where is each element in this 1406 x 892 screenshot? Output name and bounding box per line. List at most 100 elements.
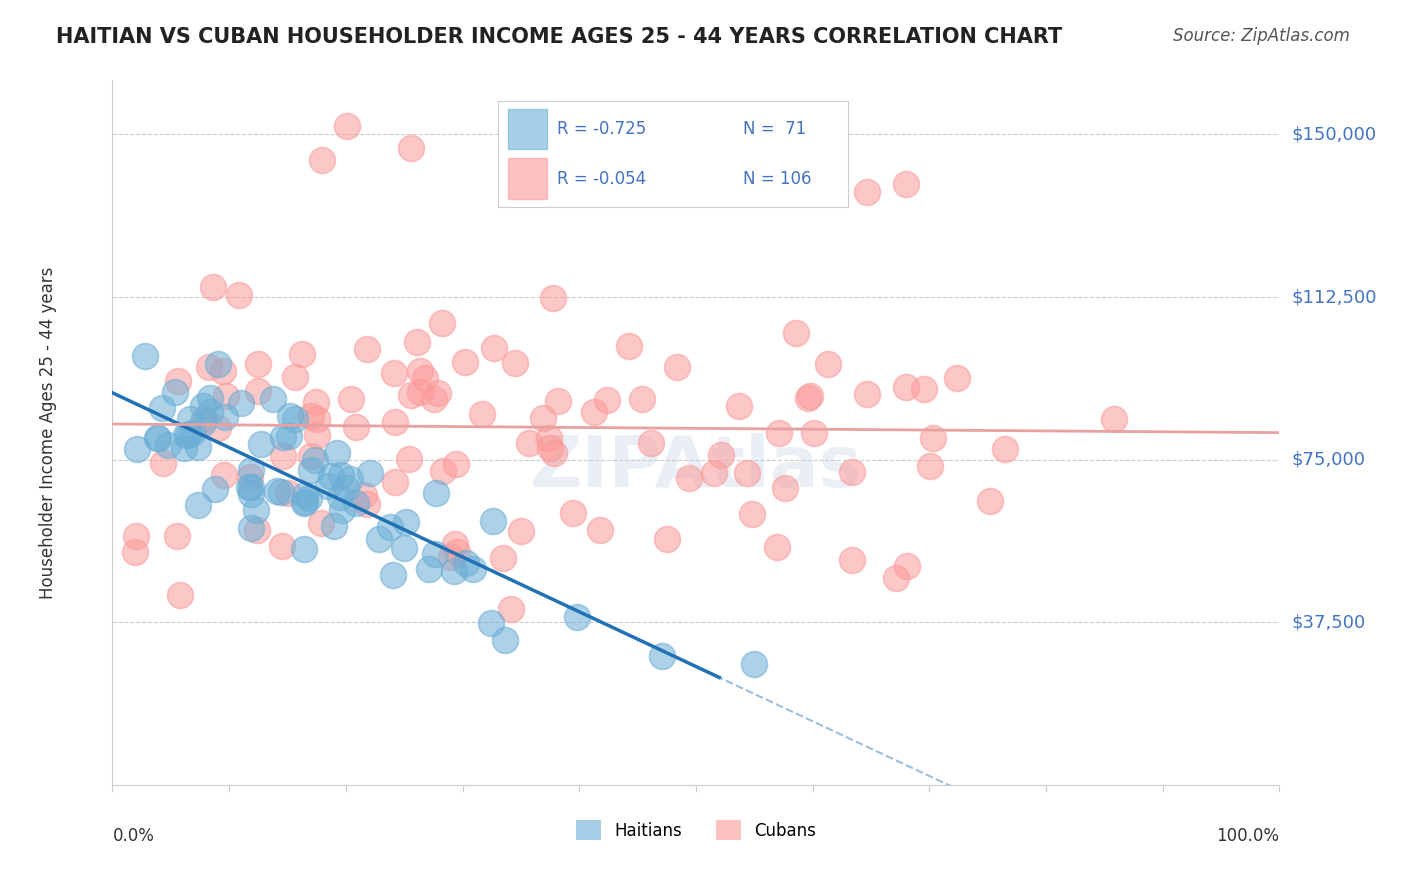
Point xyxy=(841,465,863,479)
Point xyxy=(187,441,209,455)
Point xyxy=(425,486,447,500)
Text: ZIPAtlas: ZIPAtlas xyxy=(530,434,862,502)
Point xyxy=(803,425,825,440)
Point xyxy=(356,343,378,357)
Point xyxy=(896,559,918,574)
Point xyxy=(894,177,917,191)
Point xyxy=(894,380,917,394)
Point xyxy=(356,497,378,511)
Point xyxy=(150,401,173,415)
Point xyxy=(817,357,839,371)
Point xyxy=(335,482,357,496)
Point xyxy=(408,385,430,400)
Point xyxy=(294,488,316,502)
Point xyxy=(799,389,821,403)
Point xyxy=(166,529,188,543)
Point xyxy=(323,519,346,533)
Legend: Haitians, Cubans: Haitians, Cubans xyxy=(569,814,823,847)
Point xyxy=(492,551,515,566)
Point xyxy=(979,494,1001,508)
Point xyxy=(651,648,673,663)
Point xyxy=(212,364,235,378)
Point xyxy=(262,392,284,406)
Point xyxy=(246,523,269,537)
Point xyxy=(228,287,250,301)
Point xyxy=(179,412,201,426)
Text: 100.0%: 100.0% xyxy=(1216,827,1279,846)
Point xyxy=(884,571,907,585)
Point xyxy=(454,355,477,369)
Point xyxy=(444,457,467,471)
Text: $150,000: $150,000 xyxy=(1291,126,1376,144)
Point xyxy=(353,488,375,502)
Point xyxy=(432,464,454,478)
Point xyxy=(655,532,678,546)
Point xyxy=(291,346,314,360)
Point xyxy=(766,540,789,554)
Text: Source: ZipAtlas.com: Source: ZipAtlas.com xyxy=(1173,27,1350,45)
Point xyxy=(703,466,725,480)
Point xyxy=(744,657,766,671)
Point xyxy=(398,452,420,467)
Point xyxy=(384,475,406,489)
Point xyxy=(918,458,941,473)
Point xyxy=(517,435,540,450)
Point xyxy=(249,436,271,450)
Point xyxy=(319,469,342,483)
Point xyxy=(481,514,503,528)
Point xyxy=(191,416,214,430)
Point xyxy=(378,519,401,533)
Point xyxy=(146,431,169,445)
Point xyxy=(562,507,585,521)
Point xyxy=(339,472,361,486)
Point xyxy=(156,437,179,451)
Point xyxy=(446,545,468,559)
Point xyxy=(169,588,191,602)
Point xyxy=(229,396,252,410)
Point xyxy=(503,356,526,370)
Point xyxy=(191,399,214,413)
Point xyxy=(797,392,820,406)
Text: $112,500: $112,500 xyxy=(1291,288,1376,306)
Point xyxy=(277,486,299,500)
Point xyxy=(423,392,446,406)
Point xyxy=(239,463,262,477)
Point xyxy=(240,480,263,494)
Point xyxy=(630,392,652,406)
Point xyxy=(332,502,354,516)
Point xyxy=(214,389,236,403)
Point xyxy=(946,370,969,384)
Text: 0.0%: 0.0% xyxy=(112,827,155,846)
Point xyxy=(418,562,440,576)
Point xyxy=(284,369,307,384)
Point xyxy=(124,545,146,559)
Point xyxy=(177,428,200,442)
Point xyxy=(509,524,531,538)
Point xyxy=(173,441,195,455)
Point xyxy=(304,452,326,467)
Point xyxy=(440,550,463,565)
Point xyxy=(247,357,270,371)
Point xyxy=(245,503,267,517)
Point xyxy=(399,141,422,155)
Text: $75,000: $75,000 xyxy=(1291,450,1365,468)
Point xyxy=(197,359,219,374)
Point xyxy=(494,633,516,648)
Point xyxy=(399,388,422,402)
Point xyxy=(359,466,381,480)
Point xyxy=(294,495,316,509)
Point xyxy=(311,153,333,167)
Point xyxy=(307,412,329,426)
Point xyxy=(471,408,494,422)
Point xyxy=(270,485,292,500)
Point xyxy=(537,431,560,445)
Point xyxy=(432,316,454,330)
Point xyxy=(461,562,484,576)
Point xyxy=(994,442,1017,457)
Point xyxy=(240,520,263,534)
Point xyxy=(427,386,450,401)
Point xyxy=(299,450,322,464)
Point xyxy=(640,436,662,450)
Point xyxy=(666,360,689,375)
Point xyxy=(207,421,229,435)
